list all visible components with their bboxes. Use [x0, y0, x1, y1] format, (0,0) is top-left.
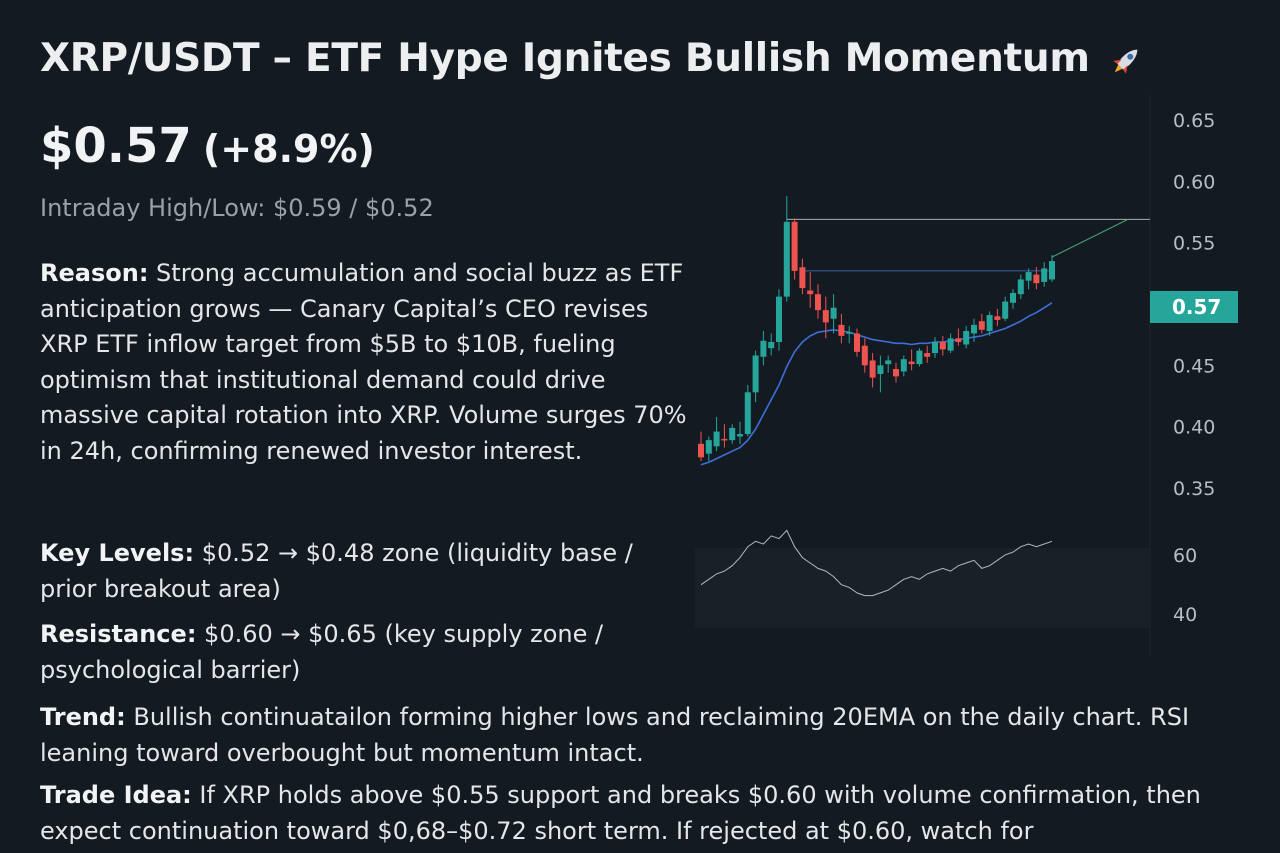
candle-body — [815, 294, 821, 311]
candle-body — [1049, 261, 1055, 280]
candle-body — [877, 365, 884, 374]
price-row: $0.57 (+8.9%) — [40, 118, 375, 174]
candle-body — [752, 355, 759, 393]
rsi-line — [700, 529, 1053, 597]
resistance-paragraph: Resistance: $0.60 → $0.65 (key supply zo… — [40, 617, 680, 688]
rsi-tick-label: 40 — [1173, 604, 1197, 626]
projection-line — [1051, 218, 1129, 258]
candle-body — [924, 353, 931, 357]
rsi-panel — [695, 548, 1150, 628]
candle-body — [885, 360, 892, 365]
candle-body — [939, 342, 946, 350]
candle-body — [744, 392, 751, 435]
price-tick-label: 0.35 — [1173, 478, 1215, 500]
candle-body — [807, 290, 814, 295]
candle-body — [705, 440, 712, 454]
candle-body — [729, 427, 736, 441]
candle-body — [986, 315, 993, 331]
price-tick-label: 0.45 — [1173, 355, 1215, 377]
trade-idea-label: Trade Idea: — [40, 781, 192, 809]
candle-body — [776, 296, 782, 343]
price-tick-label: 0.60 — [1173, 171, 1215, 193]
candle-body — [713, 431, 720, 447]
candle-body — [737, 434, 743, 437]
candle-body — [908, 361, 915, 365]
candle-body — [698, 443, 704, 458]
candle-body — [760, 340, 767, 357]
candle-body — [1010, 292, 1016, 303]
candle-body — [900, 359, 907, 372]
candle-body — [846, 332, 853, 334]
resistance-text: $0.60 → $0.65 (key supply zone / psychol… — [40, 620, 604, 684]
candle-body — [1002, 301, 1009, 319]
trade-idea-paragraph: Trade Idea: If XRP holds above $0.55 sup… — [40, 778, 1260, 849]
candle-body — [994, 316, 1001, 320]
candle-body — [1033, 274, 1040, 284]
key-levels-text: $0.52 → $0.48 zone (liquidity base / pri… — [40, 539, 633, 603]
current-price: $0.57 — [40, 118, 192, 174]
resistance-label: Resistance: — [40, 620, 197, 648]
rsi-tick-label: 60 — [1173, 545, 1197, 567]
candle-body — [1025, 272, 1032, 281]
candle-body — [822, 310, 829, 323]
current-price-tag — [1150, 291, 1238, 323]
reason-text: Strong accumulation and social buzz as E… — [40, 259, 687, 465]
candle-body — [861, 345, 868, 366]
reason-label: Reason: — [40, 259, 149, 287]
candle-body — [783, 221, 790, 297]
candle-body — [1017, 279, 1024, 295]
candle-body — [854, 333, 860, 352]
trend-text: Bullish continuatailon forming higher lo… — [40, 703, 1190, 767]
candle-body — [916, 350, 923, 365]
candle-body — [838, 324, 845, 336]
key-levels-label: Key Levels: — [40, 539, 195, 567]
candle-body — [721, 438, 728, 441]
price-change: (+8.9%) — [202, 127, 375, 171]
price-tick-label: 0.55 — [1173, 233, 1215, 255]
candle-body — [869, 360, 876, 378]
rocket-icon — [1113, 49, 1138, 74]
trend-paragraph: Trend: Bullish continuatailon forming hi… — [40, 700, 1260, 771]
candle-body — [893, 369, 899, 377]
key-levels-paragraph: Key Levels: $0.52 → $0.48 zone (liquidit… — [40, 536, 680, 607]
candle-body — [768, 342, 775, 349]
candle-body — [932, 342, 938, 354]
price-tick-label: 0.65 — [1173, 110, 1215, 132]
candle-body — [971, 324, 977, 334]
current-price-tag-label: 0.57 — [1172, 295, 1221, 319]
candle-body — [955, 338, 962, 343]
intraday-range: Intraday High/Low: $0.59 / $0.52 — [40, 194, 434, 222]
ema20-line — [700, 302, 1053, 466]
price-tick-label: 0.40 — [1173, 417, 1215, 439]
candle-body — [947, 338, 954, 351]
title-text: XRP/USDT – ETF Hype Ignites Bullish Mome… — [40, 36, 1090, 81]
reason-paragraph: Reason: Strong accumulation and social b… — [40, 256, 700, 469]
page-title: XRP/USDT – ETF Hype Ignites Bullish Mome… — [40, 36, 1145, 81]
candle-body — [799, 267, 806, 289]
candle-body — [978, 321, 985, 330]
price-chart: 0.65 0.60 0.55 0.45 0.40 0.35 0.57 60 40 — [695, 95, 1238, 655]
candle-body — [791, 221, 798, 271]
trend-label: Trend: — [40, 703, 126, 731]
candle-body — [1041, 268, 1048, 282]
candle-body — [830, 307, 837, 319]
candle-body — [963, 330, 970, 345]
trade-idea-text: If XRP holds above $0.55 support and bre… — [40, 781, 1201, 845]
